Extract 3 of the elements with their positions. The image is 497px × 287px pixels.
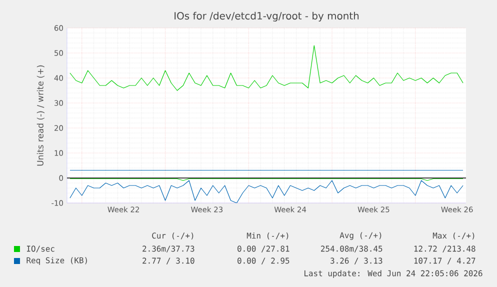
chart-title: IOs for /dev/etcd1-vg/root - by month [174, 12, 359, 22]
line-series [70, 180, 464, 203]
y-axis-title: Units read (-) / write (+) [36, 65, 44, 166]
